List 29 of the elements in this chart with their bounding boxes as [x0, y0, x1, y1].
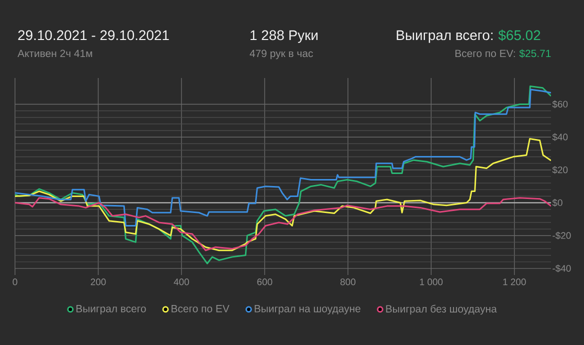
- x-tick-label: 800: [340, 278, 356, 286]
- text: $65.02: [498, 30, 540, 41]
- x-tick-label: 200: [90, 278, 106, 286]
- text: 1 288 Руки: [250, 30, 318, 43]
- x-tick-label: 1 000: [420, 278, 443, 286]
- text: $25.71: [519, 49, 551, 58]
- y-tick-label: -$40: [552, 264, 571, 272]
- y-tick-label: -$20: [552, 232, 571, 240]
- line-series: [15, 85, 552, 264]
- x-tick-label: 1 200: [503, 278, 526, 286]
- x-tick-label: 600: [257, 278, 272, 286]
- x-tick-label: 400: [174, 278, 189, 286]
- legend-label: Выиграл без шоудауна: [386, 304, 497, 315]
- text: Всего по EV:: [455, 50, 515, 58]
- y-tick-label: $20: [552, 166, 568, 174]
- text: 479 рук в час: [250, 50, 313, 60]
- y-tick-label: $60: [552, 100, 568, 108]
- chart-subtitle: Активен 2ч 41м: [18, 50, 92, 58]
- chart-title: 29.10.2021 - 29.10.2021: [18, 30, 169, 40]
- y-tick-label: $0: [552, 198, 562, 207]
- y-tick-label: $40: [552, 133, 568, 141]
- legend-label: Выиграл на шоудауне: [254, 305, 360, 314]
- line-series: [15, 197, 552, 252]
- x-tick-label: 0: [12, 278, 18, 286]
- legend-label: Выиграл всего: [76, 305, 146, 314]
- text: Выиграл всего:: [396, 30, 493, 43]
- line-series: [15, 88, 552, 226]
- legend-label: Всего по EV: [172, 305, 230, 312]
- line-series: [15, 138, 552, 252]
